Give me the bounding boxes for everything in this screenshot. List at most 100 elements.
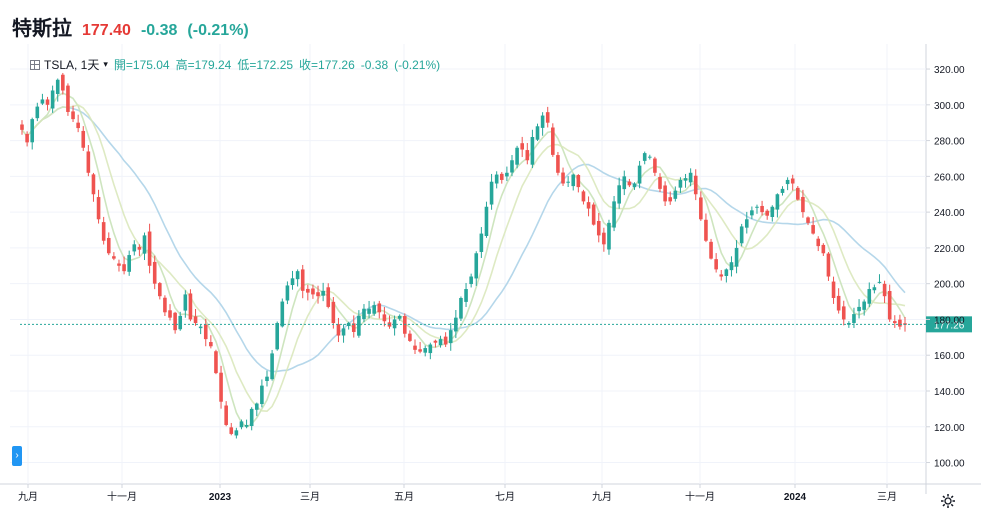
candle-body bbox=[887, 290, 892, 320]
candle-body bbox=[20, 124, 24, 130]
candle-body bbox=[612, 201, 616, 228]
candle-body bbox=[234, 430, 239, 436]
candle-body bbox=[831, 281, 836, 298]
expand-panel-handle[interactable]: › bbox=[12, 446, 22, 466]
candle-body bbox=[847, 323, 851, 325]
candle-body bbox=[515, 147, 519, 165]
y-tick-label: 220.00 bbox=[934, 244, 965, 255]
candle-body bbox=[433, 340, 438, 343]
candle-body bbox=[448, 330, 453, 344]
candle-body bbox=[168, 310, 172, 318]
candle-body bbox=[96, 197, 101, 220]
y-tick-label: 140.00 bbox=[934, 387, 965, 398]
candle-body bbox=[459, 297, 463, 319]
candle-body bbox=[122, 264, 126, 272]
candle-body bbox=[591, 204, 596, 225]
candle-body bbox=[841, 306, 846, 320]
candle-body bbox=[112, 256, 116, 259]
legend-change-percent: (-0.21%) bbox=[394, 57, 441, 72]
x-tick-label: 2024 bbox=[784, 492, 807, 503]
candle-body bbox=[306, 288, 310, 293]
x-tick-label: 九月 bbox=[592, 491, 612, 503]
candle-body bbox=[714, 259, 718, 270]
candle-body bbox=[719, 274, 724, 277]
candle-body bbox=[892, 321, 897, 324]
last-price-tag-label: 177.26 bbox=[934, 320, 965, 331]
legend-low: 低=172.25 bbox=[237, 58, 294, 72]
candle-body bbox=[551, 127, 555, 155]
candle-body bbox=[25, 133, 29, 143]
candle-body bbox=[132, 244, 137, 252]
symbol-selector[interactable]: TSLA, 1天 ▾ bbox=[30, 56, 108, 73]
settings-gear-icon[interactable] bbox=[940, 493, 956, 509]
chart-legend: TSLA, 1天 ▾ 開=175.04 高=179.24 低=172.25 收=… bbox=[30, 56, 440, 73]
candles bbox=[20, 72, 907, 439]
candle-body bbox=[254, 403, 259, 410]
candle-body bbox=[596, 220, 601, 236]
candle-body bbox=[699, 197, 703, 220]
candle-body bbox=[744, 219, 749, 228]
candle-body bbox=[647, 156, 652, 158]
candle-body bbox=[811, 225, 815, 234]
candle-body bbox=[836, 295, 841, 311]
candle-body bbox=[443, 336, 448, 345]
x-tick-label: 十一月 bbox=[685, 490, 715, 503]
candle-body bbox=[627, 181, 632, 186]
candle-body bbox=[438, 339, 443, 346]
candle-body bbox=[510, 160, 514, 173]
candle-body bbox=[311, 288, 315, 295]
candle-body bbox=[66, 85, 70, 112]
candle-body bbox=[357, 315, 361, 336]
candle-body bbox=[755, 206, 759, 208]
quote-header: 特斯拉 177.40 -0.38 (-0.21%) bbox=[12, 12, 249, 40]
candle-body bbox=[525, 150, 530, 161]
candle-body bbox=[203, 324, 208, 340]
candle-body bbox=[479, 233, 484, 252]
candle-body bbox=[581, 191, 586, 202]
layout-icon bbox=[30, 59, 40, 70]
x-tick-label: 九月 bbox=[18, 491, 38, 503]
price-chart[interactable]: 177.26 320.00 300.00 280.00 260.00 240.00 220… bbox=[0, 44, 981, 523]
candle-body bbox=[688, 172, 693, 183]
candle-body bbox=[244, 424, 249, 427]
candle-body bbox=[607, 222, 611, 250]
candle-body bbox=[45, 99, 50, 105]
chevron-down-icon: ▾ bbox=[103, 59, 108, 69]
chart-canvas[interactable]: 177.26 320.00 300.00 280.00 260.00 240.00 220… bbox=[0, 44, 981, 523]
candle-body bbox=[739, 226, 744, 244]
candle-body bbox=[142, 235, 147, 254]
candle-body bbox=[351, 323, 356, 332]
candle-body bbox=[816, 238, 821, 247]
candle-body bbox=[693, 175, 698, 195]
y-tick-label: 180.00 bbox=[934, 315, 965, 326]
candle-body bbox=[392, 319, 397, 329]
candle-body bbox=[198, 326, 203, 329]
candle-body bbox=[464, 289, 468, 302]
candle-body bbox=[617, 185, 621, 204]
candle-body bbox=[316, 292, 320, 297]
candle-body bbox=[806, 217, 810, 223]
candle-body bbox=[178, 315, 183, 330]
candle-body bbox=[229, 427, 234, 434]
candle-body bbox=[362, 308, 366, 320]
candle-body bbox=[408, 333, 412, 341]
candle-body bbox=[499, 173, 504, 180]
candle-body bbox=[796, 187, 800, 200]
candle-body bbox=[219, 372, 223, 402]
y-tick-label: 120.00 bbox=[934, 423, 965, 434]
candle-body bbox=[367, 308, 371, 314]
candle-body bbox=[300, 269, 305, 291]
candle-body bbox=[586, 202, 591, 209]
candle-body bbox=[193, 316, 198, 324]
candle-body bbox=[622, 176, 627, 190]
candle-body bbox=[147, 231, 152, 266]
y-tick-label: 160.00 bbox=[934, 351, 965, 362]
y-tick-label: 320.00 bbox=[934, 65, 965, 76]
last-price-line: 177.26 bbox=[20, 316, 972, 333]
candle-body bbox=[290, 278, 295, 286]
time-axis: 九月 十一月 2023 三月 五月 七月 九月 十一月 2024 三月 bbox=[18, 484, 897, 503]
candle-body bbox=[76, 122, 80, 129]
x-tick-label: 三月 bbox=[300, 491, 320, 503]
candle-body bbox=[505, 172, 509, 177]
candle-body bbox=[188, 293, 193, 320]
